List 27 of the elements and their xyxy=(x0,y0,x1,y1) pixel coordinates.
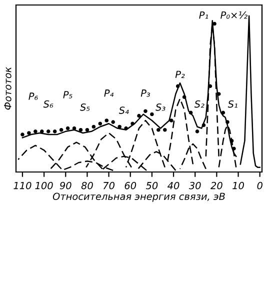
annotation: S₃ xyxy=(156,103,166,111)
x-tick-label: 50 xyxy=(146,182,158,190)
annotation: P₁ xyxy=(199,12,208,19)
x-tick-label: 10 xyxy=(232,182,244,190)
x-tick-label: 100 xyxy=(35,182,53,190)
x-axis-title: Относительная энергия связи, эВ xyxy=(52,192,225,202)
y-axis-title: Фототок xyxy=(4,66,12,110)
annotation: S₆ xyxy=(43,100,54,108)
annotation: P₆ xyxy=(28,92,38,100)
x-tick-label: 110 xyxy=(14,182,32,190)
x-tick-label: 70 xyxy=(104,182,114,190)
annotation: P₂ xyxy=(175,70,185,78)
annotation: S₄ xyxy=(118,106,129,114)
x-tick-label: 60 xyxy=(124,182,136,190)
x-tick-label: 80 xyxy=(81,182,93,190)
annotation: S₁ xyxy=(228,100,238,108)
x-tick-label: 40 xyxy=(168,182,180,190)
annotation: S₅ xyxy=(80,103,90,111)
annotation: P₄ xyxy=(104,90,114,97)
annotation: P₀×½ xyxy=(220,11,248,19)
x-tick-label: 20 xyxy=(210,182,222,190)
x-tick-label: 0 xyxy=(257,182,262,190)
annotation: P₅ xyxy=(63,91,72,98)
x-tick-label: 30 xyxy=(188,182,201,190)
annotation: S₂ xyxy=(194,100,204,108)
annotation: P₃ xyxy=(140,90,150,97)
x-tick-label: 90 xyxy=(60,182,72,190)
